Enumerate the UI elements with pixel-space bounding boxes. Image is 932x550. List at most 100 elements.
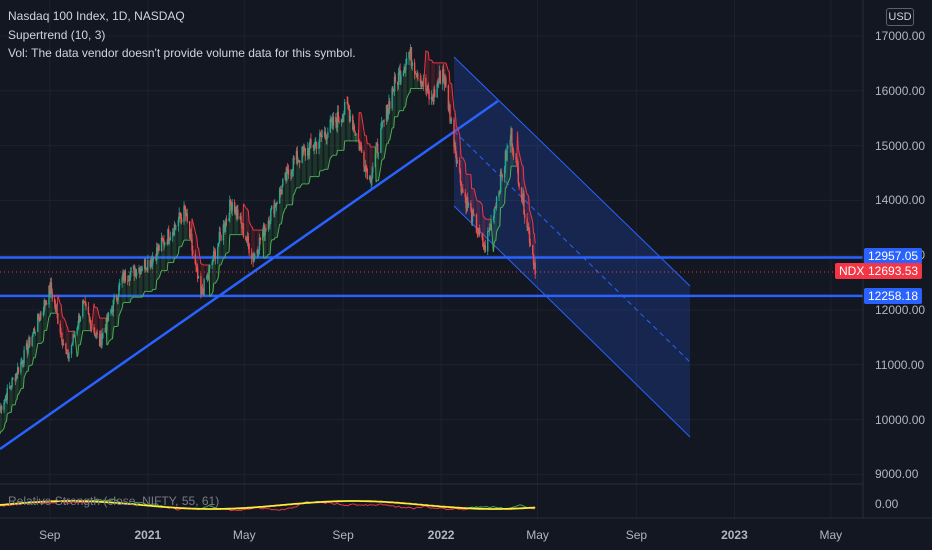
- supertrend-segment: [105, 318, 108, 345]
- rs-segment: [206, 505, 208, 508]
- rs-segment: [174, 508, 177, 511]
- rs-segment: [213, 506, 215, 509]
- y-tick-label: 9000.00: [875, 467, 919, 482]
- candle-body: [262, 224, 265, 233]
- candle-body: [98, 334, 101, 347]
- rs-segment: [381, 503, 383, 506]
- supertrend-segment: [299, 183, 303, 189]
- candle-body: [273, 205, 275, 214]
- rs-segment: [95, 499, 97, 501]
- candle-body: [38, 319, 41, 321]
- supertrend-segment: [456, 126, 461, 135]
- candle-body: [164, 242, 166, 245]
- rs-segment: [297, 504, 300, 506]
- supertrend-segment: [74, 331, 78, 357]
- rs-segment: [296, 505, 299, 507]
- supertrend-segment: [507, 177, 511, 184]
- drawings[interactable]: [0, 56, 863, 451]
- supertrend-segment: [269, 243, 272, 255]
- candle-body: [257, 250, 259, 254]
- supertrend-line: [0, 47, 536, 435]
- indicator-volume[interactable]: Vol: The data vendor doesn't provide vol…: [8, 46, 356, 60]
- candle-body: [475, 214, 478, 233]
- candle-body: [286, 168, 289, 170]
- channel-lower-edge[interactable]: [453, 205, 691, 438]
- candle-body: [122, 271, 124, 277]
- supertrend-segment: [425, 50, 428, 52]
- supertrend-segment: [360, 112, 363, 116]
- candle-body: [166, 242, 168, 244]
- rs-segment: [397, 505, 399, 507]
- rs-segment: [420, 506, 423, 509]
- rs-segment: [100, 499, 102, 501]
- candle-body: [196, 266, 198, 269]
- candle-body: [319, 133, 322, 135]
- candle-body: [139, 267, 141, 274]
- candle-body: [431, 97, 434, 101]
- candle-body: [95, 332, 98, 336]
- candle-body: [236, 209, 238, 216]
- candle-body: [327, 132, 329, 138]
- candle-body: [151, 261, 153, 265]
- candle-body: [140, 268, 143, 271]
- supertrend-segment: [476, 200, 479, 202]
- candle-body: [59, 323, 61, 333]
- supertrend-segment: [402, 107, 405, 111]
- candle-body: [338, 121, 340, 123]
- candle-body: [78, 315, 80, 326]
- rs-segment: [292, 506, 294, 509]
- rs-segment: [330, 502, 333, 504]
- uptrend-line[interactable]: [0, 99, 499, 451]
- rs-segment: [378, 503, 382, 505]
- candle-body: [197, 276, 200, 279]
- supertrend-segment: [202, 263, 204, 266]
- candle-body: [189, 233, 192, 238]
- rs-indicator-label[interactable]: Relative Strength (close, NIFTY, 55, 61): [8, 494, 220, 508]
- candle-body: [492, 218, 495, 220]
- candle-body: [326, 137, 328, 140]
- channel-upper-edge[interactable]: [453, 56, 691, 287]
- candle-body: [438, 71, 441, 82]
- candle-body: [420, 80, 422, 87]
- candle-body: [456, 160, 458, 164]
- rs-segment: [487, 506, 489, 508]
- supertrend-segment: [220, 257, 224, 266]
- supertrend-segment: [129, 298, 132, 303]
- candle-body: [251, 255, 254, 259]
- supertrend-segment: [242, 203, 244, 235]
- candle-body: [8, 386, 11, 388]
- candle-body: [49, 282, 52, 295]
- candle-body: [346, 101, 348, 103]
- supertrend-segment: [196, 237, 199, 248]
- x-tick-label: Sep: [332, 528, 354, 542]
- candle-body: [387, 110, 389, 119]
- currency-button[interactable]: USD: [886, 8, 914, 26]
- supertrend-segment: [0, 431, 2, 435]
- candle-body: [332, 116, 335, 126]
- rs-segment: [395, 506, 398, 508]
- candle-body: [135, 269, 137, 277]
- rs-segment: [178, 509, 180, 511]
- indicator-supertrend[interactable]: Supertrend (10, 3): [8, 28, 106, 42]
- supertrend-segment: [32, 357, 35, 362]
- candle-body: [61, 332, 63, 342]
- candle-body: [90, 320, 92, 330]
- candle-body: [269, 221, 271, 225]
- candle-body: [336, 111, 339, 128]
- rs-segment: [265, 507, 269, 510]
- candle-body: [270, 205, 273, 210]
- candle-body: [106, 315, 108, 331]
- candle-body: [60, 332, 62, 334]
- supertrend-segment: [226, 251, 230, 254]
- supertrend-segment: [29, 364, 33, 367]
- supertrend-segment: [431, 59, 433, 62]
- candle-body: [143, 259, 146, 269]
- candle-body: [411, 62, 413, 66]
- supertrend-segment: [398, 110, 400, 114]
- candle-body: [235, 206, 237, 216]
- supertrend-segment: [454, 110, 457, 117]
- channel-midline[interactable]: [453, 130, 691, 363]
- candle-body: [337, 111, 339, 122]
